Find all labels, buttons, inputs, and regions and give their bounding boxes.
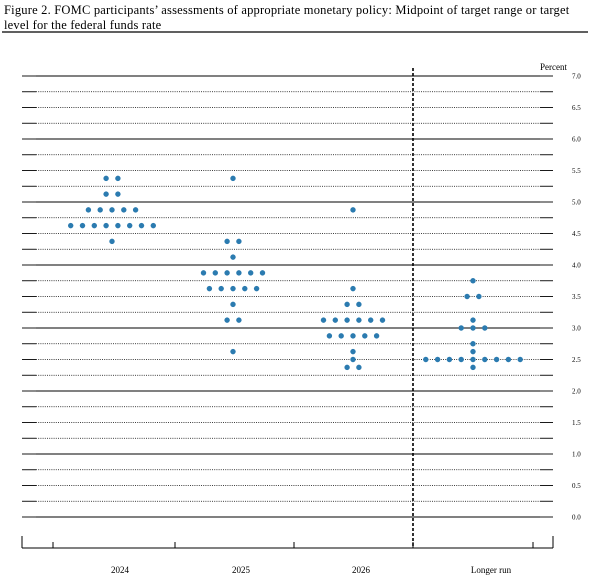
- dot: [464, 293, 470, 300]
- y-tick-label: 5.0: [572, 199, 581, 207]
- dot: [103, 222, 109, 229]
- y-tick-label: 1.5: [572, 419, 581, 427]
- y-tick-label: 3.5: [572, 293, 581, 301]
- dot: [138, 222, 145, 229]
- dot: [332, 317, 338, 323]
- y-axis-label: Percent: [540, 62, 567, 72]
- dot: [482, 356, 488, 363]
- dot: [109, 207, 115, 213]
- dot: [446, 356, 453, 363]
- dot: [206, 285, 213, 292]
- dot: [218, 285, 224, 292]
- dot: [236, 238, 242, 245]
- dot: [253, 285, 260, 292]
- y-tick-label: 5.5: [572, 167, 581, 175]
- chart-title: Figure 2. FOMC participants’ assessments…: [4, 3, 570, 32]
- dot: [350, 356, 356, 363]
- dot: [517, 356, 523, 363]
- dot: [458, 325, 464, 331]
- dot: [493, 356, 500, 363]
- dot: [362, 333, 368, 339]
- dot: [344, 317, 350, 323]
- dot: [85, 207, 92, 213]
- dot: [68, 222, 74, 229]
- dot: [350, 348, 356, 355]
- dot: [320, 317, 327, 323]
- dot: [248, 270, 254, 276]
- dot: [115, 222, 121, 229]
- dot: [368, 317, 374, 323]
- x-tick-label: Longer run: [471, 565, 512, 575]
- dot: [350, 207, 356, 213]
- dot: [132, 207, 139, 213]
- dot: [434, 356, 441, 363]
- y-tick-label: 4.5: [572, 230, 581, 238]
- y-tick-label: 1.0: [572, 451, 581, 459]
- y-tick-label: 2.0: [572, 388, 581, 396]
- dot: [350, 285, 356, 292]
- dot: [356, 301, 362, 308]
- dot: [482, 325, 488, 331]
- dot: [115, 175, 121, 182]
- dot: [470, 317, 476, 323]
- dot: [470, 348, 476, 355]
- dot: [150, 222, 156, 229]
- dot: [91, 222, 98, 229]
- dot: [236, 270, 242, 276]
- x-tick-label: 2026: [352, 565, 371, 575]
- dot: [224, 270, 230, 276]
- dot: [103, 191, 109, 197]
- y-tick-label: 7.0: [572, 73, 581, 81]
- dot: [230, 285, 236, 292]
- y-tick-label: 2.5: [572, 356, 581, 364]
- dot: [242, 285, 248, 292]
- dot: [259, 270, 266, 276]
- dot: [356, 364, 362, 371]
- dot: [344, 301, 350, 308]
- dot: [97, 207, 103, 213]
- dot: [230, 301, 236, 308]
- y-tick-label: 6.5: [572, 104, 581, 112]
- dot: [224, 317, 230, 323]
- dot: [423, 356, 429, 363]
- dot: [356, 317, 362, 323]
- dot: [230, 175, 236, 182]
- dot: [470, 325, 476, 331]
- y-tick-label: 6.0: [572, 136, 581, 144]
- dot: [470, 356, 476, 363]
- dot: [470, 364, 476, 371]
- y-tick-label: 3.0: [572, 325, 581, 333]
- dot: [470, 278, 476, 284]
- dot: [379, 317, 386, 323]
- x-tick-label: 2025: [232, 565, 251, 575]
- dot: [212, 270, 218, 276]
- x-tick-label: 2024: [111, 565, 130, 575]
- y-tick-label: 0.5: [572, 482, 581, 490]
- dot: [344, 364, 350, 371]
- dot: [200, 270, 207, 276]
- y-tick-label: 4.0: [572, 262, 581, 270]
- dot: [230, 348, 236, 355]
- y-tick-label: 0.0: [572, 514, 581, 522]
- dot: [470, 341, 476, 347]
- dot: [458, 356, 464, 363]
- dot: [121, 207, 127, 213]
- dot: [224, 238, 230, 245]
- dot: [109, 238, 115, 245]
- dot: [230, 254, 236, 260]
- dot: [373, 333, 380, 339]
- dot: [505, 356, 512, 363]
- dot: [127, 222, 133, 229]
- dot: [115, 191, 121, 197]
- dot: [79, 222, 86, 229]
- dot: [338, 333, 344, 339]
- dot: [476, 293, 482, 300]
- dot: [326, 333, 333, 339]
- dot: [236, 317, 242, 323]
- dot: [103, 175, 109, 182]
- dot: [350, 333, 356, 339]
